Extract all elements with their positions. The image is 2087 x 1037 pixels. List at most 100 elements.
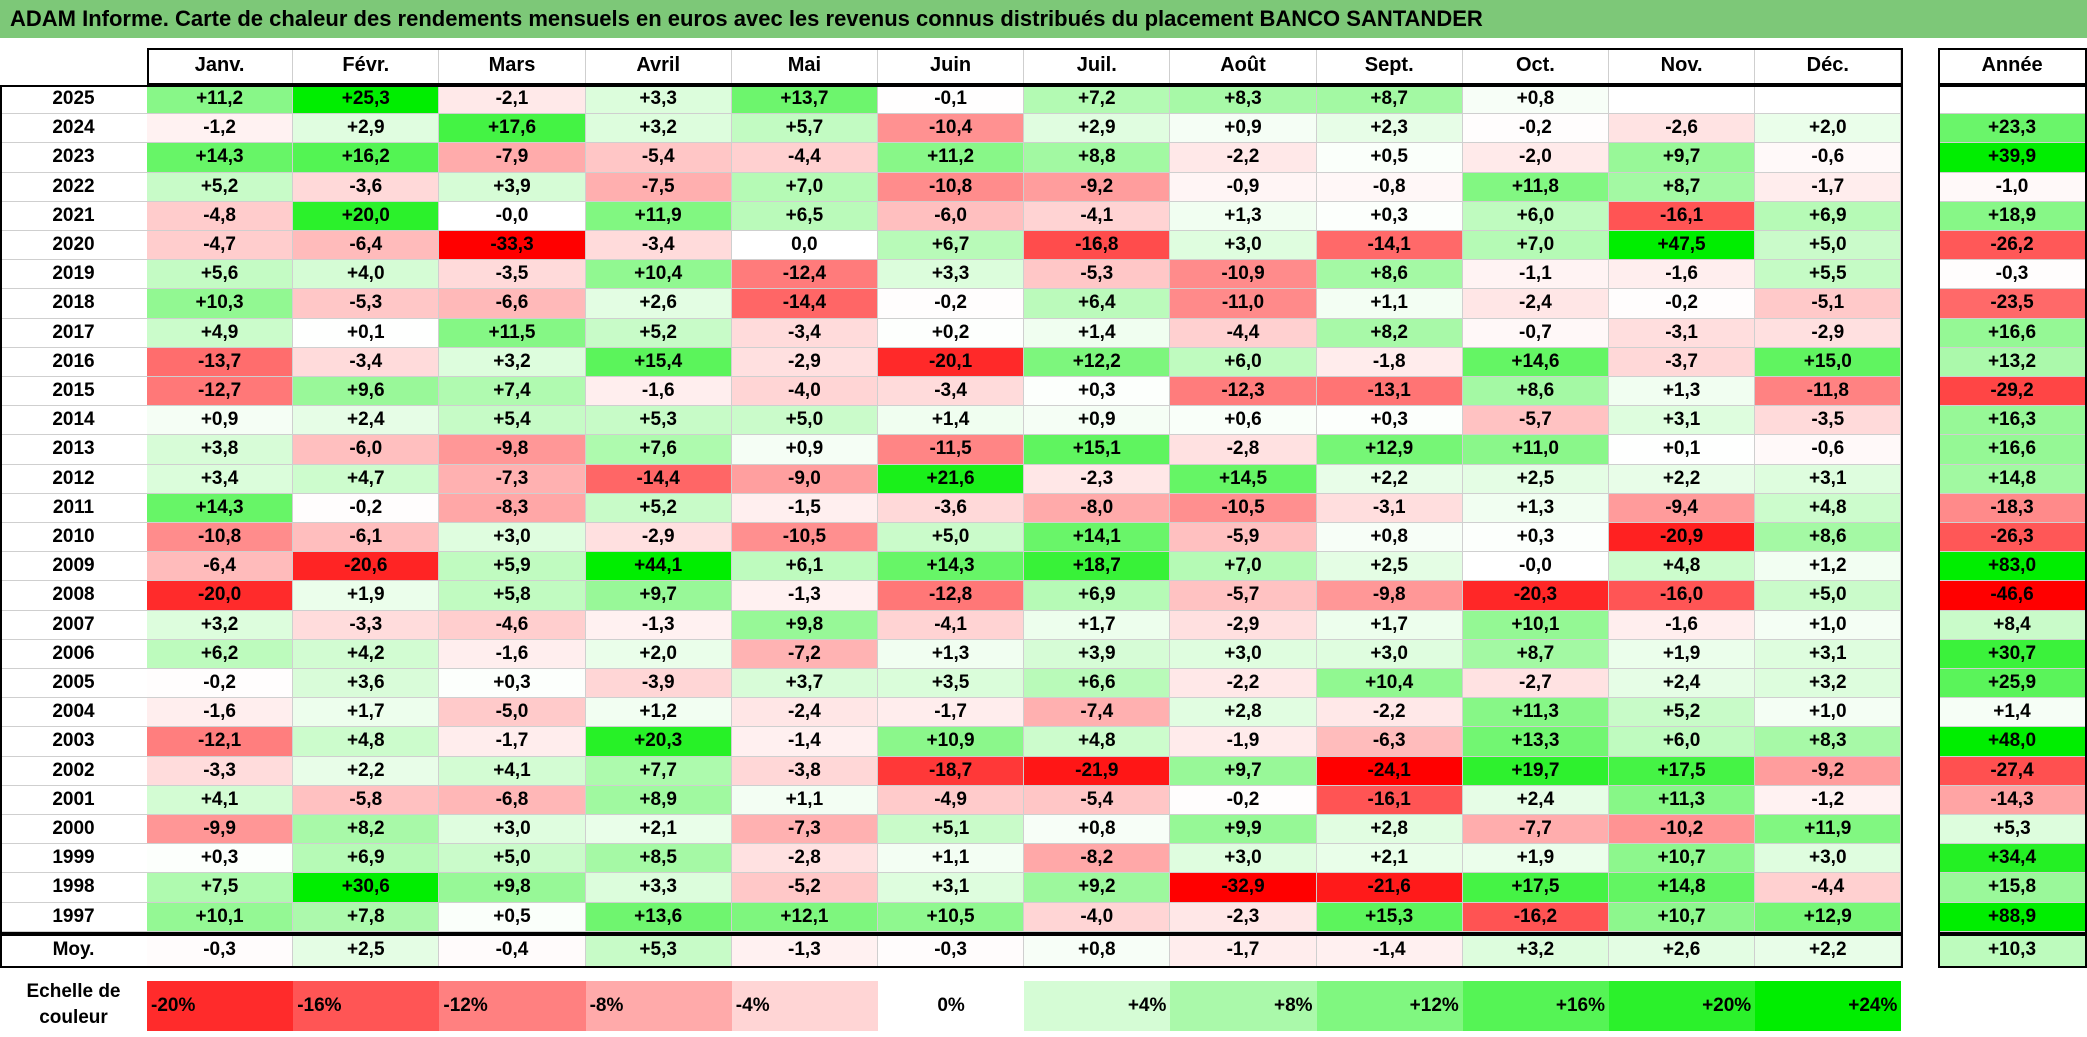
year-label: 1997 <box>0 902 147 932</box>
heatmap-cell: +0,3 <box>1316 201 1463 231</box>
heatmap-cell: -2,1 <box>439 85 586 115</box>
heatmap-cell: +8,7 <box>1462 639 1609 669</box>
heatmap-cell: +2,4 <box>1462 785 1609 815</box>
heatmap-cell: +11,2 <box>878 143 1025 173</box>
heatmap-cell: +10,4 <box>1316 669 1463 699</box>
heatmap-cell: +3,1 <box>1609 406 1756 436</box>
annual-header: Année <box>1938 48 2087 84</box>
heatmap-cell: +1,9 <box>1609 639 1756 669</box>
heatmap-cell: -9,2 <box>1755 756 1902 786</box>
heatmap-cell: -9,4 <box>1609 493 1756 523</box>
annual-cell: +48,0 <box>1938 727 2087 757</box>
heatmap-cell: -12,4 <box>731 260 878 290</box>
annual-cell: -14,3 <box>1938 785 2087 815</box>
heatmap-cell: -8,0 <box>1024 493 1171 523</box>
heatmap-cell: +3,1 <box>878 873 1025 903</box>
heatmap-cell <box>1609 85 1756 115</box>
heatmap-cell: +13,3 <box>1462 727 1609 757</box>
annual-cell: +16,6 <box>1938 318 2087 348</box>
scale-step: -4% <box>731 981 878 1031</box>
heatmap-cell: +0,8 <box>1024 815 1171 845</box>
heatmap-cell: +0,2 <box>878 318 1025 348</box>
year-label: 1998 <box>0 873 147 903</box>
year-label: 2011 <box>0 493 147 523</box>
heatmap-cell: +2,5 <box>1462 464 1609 494</box>
heatmap-cell: -6,1 <box>293 523 440 553</box>
heatmap-cell: +3,1 <box>1755 639 1902 669</box>
scale-step: +12% <box>1316 981 1463 1031</box>
heatmap-cell: -3,3 <box>147 756 294 786</box>
heatmap-cell: -4,4 <box>1755 873 1902 903</box>
heatmap-cell: +1,7 <box>1316 610 1463 640</box>
heatmap-cell: +8,6 <box>1755 523 1902 553</box>
heatmap-cell: -2,6 <box>1609 114 1756 144</box>
heatmap-cell: -1,5 <box>731 493 878 523</box>
heatmap-cell: +0,8 <box>1462 85 1609 115</box>
annual-cell: +34,4 <box>1938 844 2087 874</box>
column-header: Avril <box>585 48 732 84</box>
heatmap-cell: +1,3 <box>1462 493 1609 523</box>
heatmap-cell: -6,3 <box>1316 727 1463 757</box>
heatmap-cell: -4,1 <box>1024 201 1171 231</box>
heatmap-cell: -13,7 <box>147 347 294 377</box>
heatmap-cell: +8,6 <box>1462 377 1609 407</box>
heatmap-cell: -20,3 <box>1462 581 1609 611</box>
heatmap-cell: -3,5 <box>439 260 586 290</box>
heatmap-cell: +13,6 <box>585 902 732 932</box>
heatmap-cell: +10,7 <box>1609 844 1756 874</box>
heatmap-cell: -6,0 <box>293 435 440 465</box>
heatmap-cell: +3,8 <box>147 435 294 465</box>
year-label: 2017 <box>0 318 147 348</box>
heatmap-cell: -6,4 <box>293 231 440 261</box>
average-cell: -1,3 <box>731 933 878 967</box>
heatmap-cell: -2,9 <box>1755 318 1902 348</box>
heatmap-cell: +7,5 <box>147 873 294 903</box>
heatmap-cell: -1,7 <box>439 727 586 757</box>
scale-step: -16% <box>293 981 440 1031</box>
heatmap-cell: +6,9 <box>1755 201 1902 231</box>
heatmap-cell: +14,3 <box>147 143 294 173</box>
heatmap-cell: +5,0 <box>1755 581 1902 611</box>
heatmap-cell: -11,0 <box>1170 289 1317 319</box>
heatmap-cell: +18,7 <box>1024 552 1171 582</box>
annual-cell: -18,3 <box>1938 493 2087 523</box>
annual-cell: -23,5 <box>1938 289 2087 319</box>
heatmap-cell: +5,2 <box>585 493 732 523</box>
heatmap-cell: -7,4 <box>1024 698 1171 728</box>
heatmap-cell: -5,2 <box>731 873 878 903</box>
average-cell: +3,2 <box>1462 933 1609 967</box>
heatmap-cell: +0,8 <box>1316 523 1463 553</box>
heatmap-cell: -21,9 <box>1024 756 1171 786</box>
heatmap-cell: +6,1 <box>731 552 878 582</box>
heatmap-cell: -1,6 <box>1609 260 1756 290</box>
column-header: Févr. <box>293 48 440 84</box>
annual-cell: -27,4 <box>1938 756 2087 786</box>
average-cell: -0,3 <box>878 933 1025 967</box>
heatmap-cell: -20,1 <box>878 347 1025 377</box>
average-cell: +2,6 <box>1609 933 1756 967</box>
heatmap-cell: +0,9 <box>1170 114 1317 144</box>
scale-step: +16% <box>1462 981 1609 1031</box>
heatmap-cell: +0,1 <box>293 318 440 348</box>
heatmap-cell: +7,0 <box>1170 552 1317 582</box>
heatmap-cell: +4,8 <box>293 727 440 757</box>
average-cell: -0,3 <box>147 933 294 967</box>
heatmap-cell: +9,2 <box>1024 873 1171 903</box>
heatmap-cell: +11,5 <box>439 318 586 348</box>
heatmap-cell: +2,2 <box>1609 464 1756 494</box>
column-header: Juin <box>878 48 1025 84</box>
scale-step: +8% <box>1170 981 1317 1031</box>
heatmap-cell: -20,0 <box>147 581 294 611</box>
heatmap-cell: +5,3 <box>585 406 732 436</box>
heatmap-cell: +5,0 <box>439 844 586 874</box>
column-header: Déc. <box>1755 48 1902 84</box>
heatmap-cell: +8,7 <box>1609 172 1756 202</box>
heatmap-cell: +8,3 <box>1755 727 1902 757</box>
scale-step: -12% <box>439 981 586 1031</box>
heatmap-cell: -0,8 <box>1316 172 1463 202</box>
heatmap-cell: +1,1 <box>878 844 1025 874</box>
year-label: 2016 <box>0 347 147 377</box>
heatmap-cell: -2,8 <box>1170 435 1317 465</box>
heatmap-cell: +1,7 <box>293 698 440 728</box>
annual-cell: -0,3 <box>1938 260 2087 290</box>
